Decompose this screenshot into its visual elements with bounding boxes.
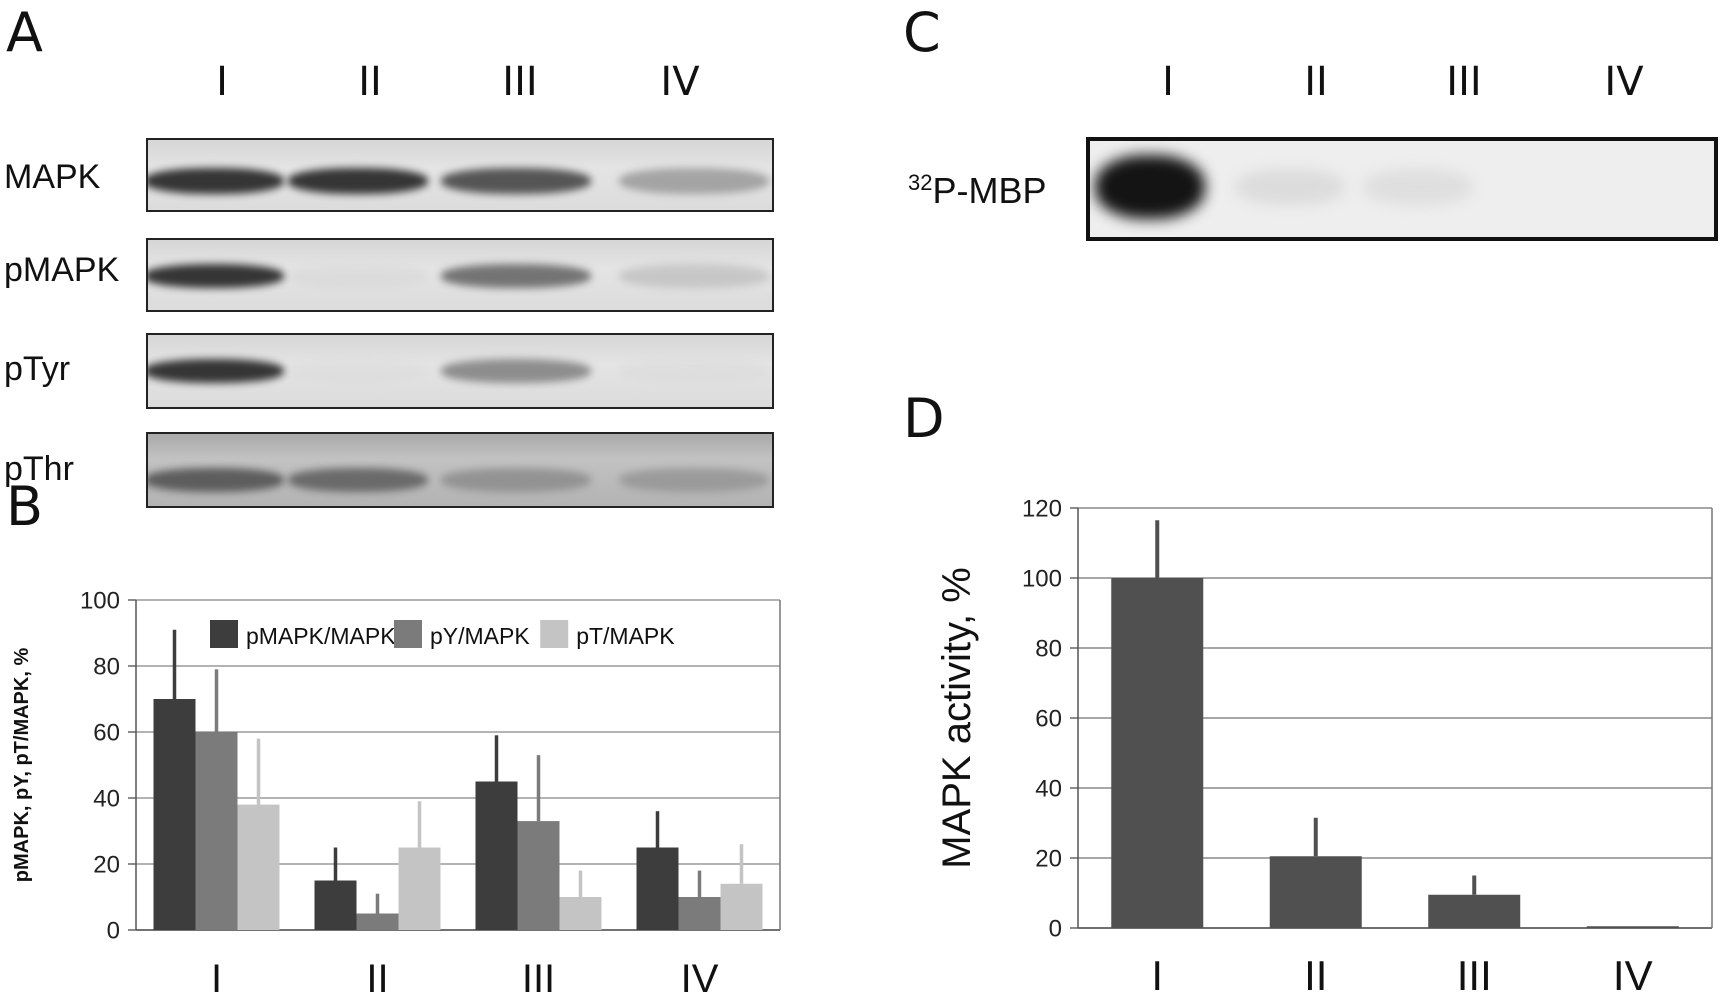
blot-strip-32p-mbp bbox=[1086, 137, 1718, 241]
blot-band bbox=[441, 359, 591, 383]
y-axis-label: MAPK activity, % bbox=[935, 567, 979, 869]
y-tick-label: 20 bbox=[93, 851, 120, 878]
y-tick-label: 120 bbox=[1022, 495, 1062, 522]
blot-band bbox=[288, 264, 428, 288]
legend-swatch bbox=[540, 620, 569, 648]
x-category-label: II bbox=[1304, 952, 1327, 999]
blot-band bbox=[148, 359, 284, 383]
blot-band bbox=[441, 168, 591, 194]
blot-band bbox=[1095, 155, 1205, 219]
blot-band bbox=[148, 468, 284, 492]
blot-label-ptyr: pTyr bbox=[4, 350, 71, 388]
y-tick-label: 100 bbox=[80, 587, 120, 614]
y-tick-label: 100 bbox=[1022, 565, 1062, 592]
y-tick-label: 40 bbox=[93, 785, 120, 812]
legend-swatch bbox=[394, 620, 422, 648]
legend-label: pMAPK/MAPK bbox=[246, 623, 396, 649]
blot-strip-mapk bbox=[146, 138, 774, 212]
x-category-label: IV bbox=[1613, 952, 1653, 999]
bar bbox=[1586, 926, 1679, 928]
legend-swatch bbox=[210, 620, 238, 648]
blot-strip-pmapk bbox=[146, 238, 774, 312]
y-tick-label: 20 bbox=[1035, 845, 1062, 872]
isotope-superscript: 32 bbox=[908, 170, 933, 195]
bar bbox=[1111, 578, 1204, 928]
lane-label-a-iv: IV bbox=[660, 59, 700, 105]
blot-band bbox=[148, 168, 284, 194]
legend-label: pY/MAPK bbox=[430, 623, 530, 649]
bar bbox=[356, 913, 399, 930]
blot-band bbox=[619, 359, 769, 383]
lane-label-c-ii: II bbox=[1304, 59, 1328, 105]
panel-letter-d: D bbox=[903, 387, 945, 450]
lane-label-c-i: I bbox=[1162, 59, 1174, 105]
blot-band bbox=[1235, 169, 1345, 205]
x-category-label: I bbox=[211, 957, 222, 1001]
blot-band bbox=[288, 168, 428, 194]
y-tick-label: 80 bbox=[1035, 635, 1062, 662]
x-category-label: II bbox=[366, 957, 388, 1001]
bar bbox=[314, 880, 357, 930]
blot-strip-pthr bbox=[146, 432, 774, 508]
y-tick-label: 40 bbox=[1035, 775, 1062, 802]
bar bbox=[678, 897, 721, 930]
bar bbox=[398, 847, 441, 930]
bar bbox=[237, 804, 280, 930]
panel-letter-b: B bbox=[6, 475, 44, 538]
bar bbox=[720, 883, 763, 930]
y-axis-label: pMAPK, pY, pT/MAPK, % bbox=[11, 648, 33, 883]
bar bbox=[1269, 856, 1362, 928]
blot-band bbox=[288, 359, 428, 383]
lane-label-c-iv: IV bbox=[1604, 59, 1644, 105]
y-tick-label: 0 bbox=[1049, 915, 1062, 942]
blot-band bbox=[148, 264, 284, 288]
bar bbox=[475, 781, 518, 930]
x-category-label: III bbox=[522, 957, 555, 1001]
y-tick-label: 80 bbox=[93, 653, 120, 680]
y-tick-label: 60 bbox=[1035, 705, 1062, 732]
bar bbox=[195, 732, 238, 930]
lane-label-c-iii: III bbox=[1446, 59, 1482, 105]
blot-band bbox=[1363, 169, 1473, 205]
blot-band bbox=[619, 168, 769, 194]
blot-label-pmapk: pMAPK bbox=[4, 251, 120, 289]
bar bbox=[153, 699, 196, 930]
legend-label: pT/MAPK bbox=[576, 623, 675, 649]
x-category-label: IV bbox=[681, 957, 719, 1001]
blot-label-32p-mbp: 32P-MBP bbox=[908, 172, 1047, 209]
blot-label-main: P-MBP bbox=[932, 170, 1047, 211]
blot-band bbox=[619, 264, 769, 288]
blot-label-mapk: MAPK bbox=[4, 158, 101, 196]
y-tick-label: 60 bbox=[93, 719, 120, 746]
y-tick-label: 0 bbox=[107, 917, 120, 944]
bar bbox=[559, 897, 602, 930]
blot-band bbox=[288, 468, 428, 492]
blot-strip-ptyr bbox=[146, 333, 774, 409]
blot-band bbox=[441, 264, 591, 288]
bar bbox=[517, 821, 560, 930]
lane-label-a-iii: III bbox=[502, 59, 538, 105]
blot-label-pthr: pThr bbox=[4, 450, 74, 488]
lane-label-a-i: I bbox=[216, 59, 228, 105]
lane-label-a-ii: II bbox=[358, 59, 382, 105]
x-category-label: III bbox=[1457, 952, 1492, 999]
blot-band bbox=[619, 468, 769, 492]
bar bbox=[1428, 894, 1521, 928]
panel-letter-c: C bbox=[903, 1, 941, 64]
x-category-label: I bbox=[1151, 952, 1163, 999]
bar bbox=[636, 847, 679, 930]
panel-letter-a: A bbox=[6, 1, 43, 64]
blot-band bbox=[441, 468, 591, 492]
